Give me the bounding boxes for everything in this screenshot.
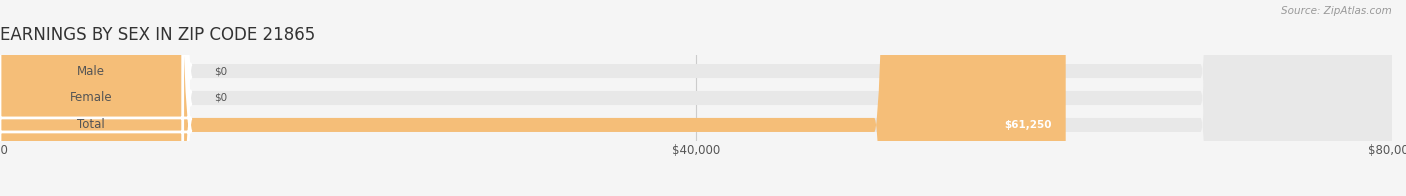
Text: $61,250: $61,250 bbox=[1004, 120, 1052, 130]
Text: Total: Total bbox=[77, 118, 105, 132]
FancyBboxPatch shape bbox=[0, 0, 191, 196]
Text: $0: $0 bbox=[214, 66, 228, 76]
Text: Source: ZipAtlas.com: Source: ZipAtlas.com bbox=[1281, 6, 1392, 16]
Text: Male: Male bbox=[77, 64, 105, 78]
FancyBboxPatch shape bbox=[0, 0, 1066, 196]
Text: EARNINGS BY SEX IN ZIP CODE 21865: EARNINGS BY SEX IN ZIP CODE 21865 bbox=[0, 26, 315, 44]
FancyBboxPatch shape bbox=[0, 0, 191, 196]
Text: $0: $0 bbox=[214, 93, 228, 103]
Text: Female: Female bbox=[70, 92, 112, 104]
FancyBboxPatch shape bbox=[0, 0, 191, 196]
